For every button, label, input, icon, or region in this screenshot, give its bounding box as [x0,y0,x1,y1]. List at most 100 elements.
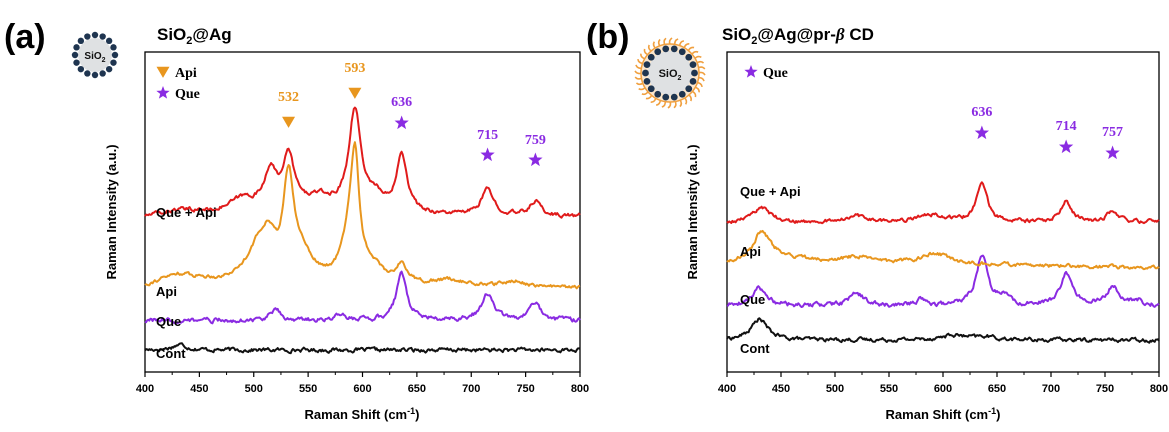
ag-nanoparticle-dot [685,53,693,61]
panel-a: (a) SiO2 SiO2@Ag Api Que 400 450 500 550 600 6… [4,18,589,422]
peak-annotations-b: 636 714 757 [971,105,1123,160]
ag-nanoparticle-dot [84,33,91,40]
chart-title-a: SiO2@Ag [157,25,232,47]
peak-star-icon [1105,145,1120,160]
series-labels-a: Cont Que Api Que + Api [156,205,217,361]
legend-b: Que [744,65,788,81]
peak-label: 532 [278,90,299,105]
plot-frame-b [726,51,1160,373]
x-ticks-a: 400 450 500 550 600 650 700 750 800 [136,372,589,395]
ag-nanoparticle-dot [654,90,662,98]
peak-star-icon [480,147,495,162]
legend-a: Api Que [156,66,200,102]
x-tick-label: 450 [190,383,208,395]
x-tick-label: 700 [1042,383,1060,395]
ag-nanoparticle-dot [654,48,662,56]
x-tick-label: 800 [1150,383,1168,395]
ag-nanoparticle-dot [689,77,697,85]
star-marker-icon [156,86,170,99]
spectrum-line-cont [144,342,581,355]
spectra-b [726,181,1160,344]
series-label-api: Api [740,244,761,259]
x-tick-label: 550 [880,383,898,395]
peak-label: 714 [1056,119,1077,134]
ag-nanoparticle-dot [105,37,113,45]
legend-label-api: Api [175,66,197,81]
x-tick-label: 400 [718,383,736,395]
ag-nanoparticle-dot [662,93,670,101]
x-tick-label: 650 [988,383,1006,395]
spectrum-line-cont [726,317,1160,344]
ag-nanoparticle-dot [105,65,113,73]
ag-nanoparticle-dot [647,53,655,61]
ag-nanoparticle-dot [91,31,99,39]
ag-nanoparticle-dot [110,59,117,66]
spectrum-line-api [144,141,581,290]
sio2-ag-particle-icon: SiO2 [71,31,119,79]
ag-nanoparticle-dot [77,37,85,45]
peak-label: 636 [391,95,412,110]
spectrum-line-que [144,270,581,325]
panel-label-a: (a) [4,18,46,56]
x-tick-label: 600 [353,383,371,395]
spectrum-line-api [726,229,1160,271]
spectrum-line-que-api [144,106,581,219]
x-tick-label: 500 [245,383,263,395]
legend-label-que: Que [763,66,788,81]
particle-label-b: SiO2 [659,68,682,82]
x-axis-label-a: Raman Shift (cm-1) [305,406,420,422]
spectrum-line-que [726,254,1160,308]
ag-nanoparticle-dot [84,70,91,77]
ag-nanoparticle-dot [73,59,80,66]
ag-nanoparticle-dot [643,61,651,69]
sio2-ag-pr-bcd-particle-icon: SiO2 [634,37,706,109]
series-label-cont: Cont [156,346,186,361]
ag-nanoparticle-dot [685,85,693,93]
ag-nanoparticle-dot [643,77,651,85]
x-tick-label: 700 [462,383,480,395]
x-tick-label: 400 [136,383,154,395]
peak-label: 757 [1102,125,1123,140]
particle-label-a: SiO2 [84,51,105,64]
ag-nanoparticle-dot [689,61,697,69]
peak-star-icon [394,115,409,130]
spectra-a [144,106,581,355]
ag-nanoparticle-dot [77,65,85,73]
ag-nanoparticle-dot [670,45,678,53]
series-labels-b: Cont Que Api Que + Api [740,184,801,356]
spectrum-line-que-api [726,181,1160,225]
ag-nanoparticle-dot [99,70,106,77]
star-marker-icon [744,65,758,78]
panel-b: (b) SiO2 SiO2@Ag@pr-β CD Que 400 450 500 55… [586,18,1168,422]
peak-label: 636 [971,105,992,120]
y-axis-label-b: Raman Intensity (a.u.) [685,144,700,279]
ag-nanoparticle-dot [642,69,649,77]
x-tick-label: 500 [826,383,844,395]
peak-star-icon [974,125,990,140]
legend-label-que: Que [175,87,200,102]
series-label-que-api: Que + Api [156,205,217,220]
panel-label-b: (b) [586,18,629,56]
x-ticks-b: 400 450 500 550 600 650 700 750 800 [718,372,1168,395]
ag-nanoparticle-dot [670,93,678,101]
triangle-marker-icon [156,66,170,78]
peak-label: 593 [344,61,365,76]
series-label-que: Que [740,292,765,307]
chart-title-b: SiO2@Ag@pr-β CD [722,25,874,47]
y-axis-label-a: Raman Intensity (a.u.) [104,144,119,279]
ag-nanoparticle-dot [111,51,119,59]
peak-star-icon [1058,139,1074,154]
x-tick-label: 800 [571,383,589,395]
x-tick-label: 600 [934,383,952,395]
x-tick-label: 450 [772,383,790,395]
ag-nanoparticle-dot [71,51,79,59]
series-label-que: Que [156,314,181,329]
series-label-que-api: Que + Api [740,184,801,199]
ag-nanoparticle-dot [678,48,686,56]
peak-triangle-icon [282,116,296,128]
x-tick-label: 750 [1096,383,1114,395]
x-tick-label: 550 [299,383,317,395]
ag-nanoparticle-dot [99,33,106,40]
peak-label: 715 [477,128,498,143]
ag-nanoparticle-dot [691,69,698,77]
